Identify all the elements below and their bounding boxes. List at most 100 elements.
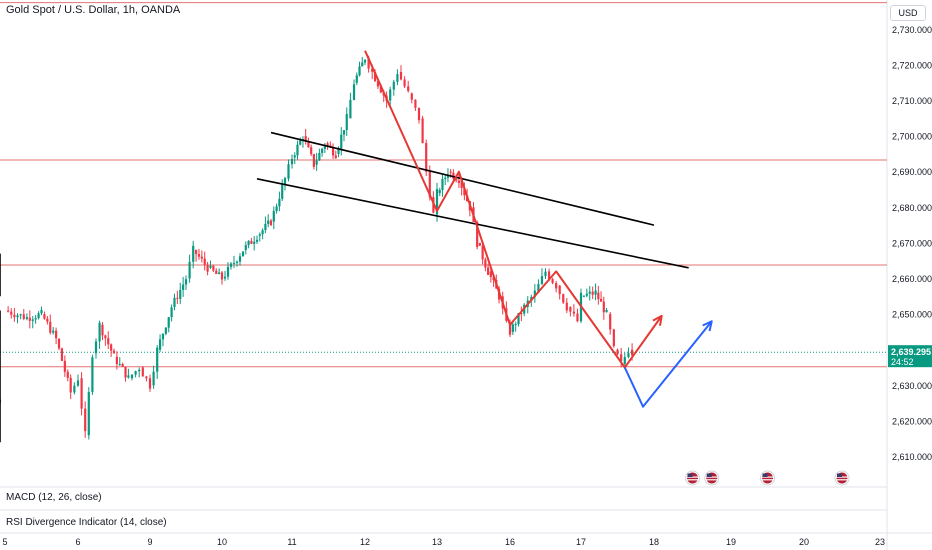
candle-body[interactable] (315, 160, 318, 165)
candle-body[interactable] (307, 141, 310, 148)
us-flag-event-icon[interactable] (704, 470, 720, 486)
candle-body[interactable] (167, 317, 170, 328)
candle-body[interactable] (156, 347, 159, 372)
candle-body[interactable] (481, 245, 484, 260)
candle-body[interactable] (349, 99, 352, 119)
candle-body[interactable] (52, 330, 55, 333)
candle-body[interactable] (267, 220, 270, 224)
candle-body[interactable] (489, 271, 492, 278)
candle-body[interactable] (508, 324, 512, 335)
candle-body[interactable] (597, 292, 600, 299)
candle-body[interactable] (241, 251, 245, 257)
candle-body[interactable] (283, 178, 287, 185)
candle-body[interactable] (455, 178, 458, 181)
currency-button[interactable]: USD (890, 5, 926, 21)
candle-body[interactable] (514, 324, 517, 326)
candle-body[interactable] (124, 366, 127, 378)
candle-body[interactable] (326, 143, 329, 146)
candle-body[interactable] (258, 234, 261, 236)
candle-body[interactable] (299, 140, 302, 145)
candle-body[interactable] (73, 385, 76, 393)
blue-projection-path[interactable] (623, 320, 713, 408)
candle-body[interactable] (91, 357, 94, 393)
candle-body[interactable] (318, 152, 321, 161)
candle-body[interactable] (540, 276, 544, 285)
candle-body[interactable] (7, 310, 10, 312)
candle-body[interactable] (331, 147, 335, 156)
candle-body[interactable] (555, 283, 558, 289)
candle-body[interactable] (599, 298, 603, 302)
candle-body[interactable] (407, 86, 410, 91)
candle-body[interactable] (192, 245, 195, 262)
candle-body[interactable] (179, 289, 182, 299)
candle-body[interactable] (463, 188, 466, 196)
candle-body[interactable] (28, 317, 31, 321)
candle-body[interactable] (358, 66, 361, 76)
candle-body[interactable] (49, 321, 52, 333)
candle-body[interactable] (612, 329, 615, 347)
candle-body[interactable] (19, 314, 22, 316)
candle-body[interactable] (605, 309, 608, 313)
candle-body[interactable] (63, 360, 66, 372)
candle-body[interactable] (421, 118, 424, 144)
candle-body[interactable] (594, 290, 597, 295)
candle-body[interactable] (94, 341, 98, 354)
candle-body[interactable] (376, 81, 380, 87)
candle-body[interactable] (321, 148, 324, 153)
candle-body[interactable] (250, 240, 253, 244)
candle-body[interactable] (293, 155, 296, 158)
candle-body[interactable] (572, 311, 575, 314)
us-flag-event-icon[interactable] (685, 470, 700, 486)
candle-body[interactable] (220, 272, 224, 280)
candle-body[interactable] (161, 333, 165, 340)
candle-body[interactable] (623, 357, 626, 364)
candle-body[interactable] (460, 178, 463, 189)
candle-body[interactable] (484, 259, 487, 268)
candle-body[interactable] (10, 311, 13, 315)
candle-body[interactable] (438, 190, 441, 194)
candle-body[interactable] (444, 177, 447, 179)
candle-body[interactable] (290, 158, 294, 165)
candle-body[interactable] (367, 57, 370, 69)
candle-body[interactable] (373, 72, 377, 82)
candle-body[interactable] (269, 220, 273, 226)
candle-body[interactable] (229, 263, 233, 267)
candle-body[interactable] (363, 59, 367, 63)
candle-body[interactable] (379, 86, 382, 93)
candle-body[interactable] (226, 266, 230, 277)
candle-body[interactable] (232, 262, 236, 264)
candle-body[interactable] (616, 349, 619, 355)
macd-indicator-label[interactable]: MACD (12, 26, close) (6, 492, 102, 503)
candle-body[interactable] (609, 314, 612, 330)
candle-body[interactable] (130, 374, 134, 379)
candle-body[interactable] (152, 371, 155, 386)
candle-body[interactable] (206, 264, 209, 272)
candle-body[interactable] (428, 171, 431, 198)
candle-body[interactable] (403, 79, 406, 87)
candle-body[interactable] (138, 369, 141, 372)
candle-body[interactable] (517, 313, 520, 325)
candle-body[interactable] (272, 211, 275, 222)
candle-body[interactable] (209, 265, 212, 268)
candle-body[interactable] (631, 349, 634, 356)
candle-body[interactable] (371, 68, 374, 72)
candle-body[interactable] (69, 377, 72, 393)
candle-body[interactable] (145, 376, 148, 379)
candle-body[interactable] (511, 324, 514, 332)
candle-body[interactable] (392, 81, 395, 90)
candle-body[interactable] (261, 230, 264, 235)
candle-body[interactable] (389, 89, 392, 101)
candle-body[interactable] (98, 322, 101, 342)
candle-body[interactable] (87, 392, 90, 436)
candle-body[interactable] (588, 291, 591, 294)
candle-body[interactable] (323, 144, 326, 149)
candle-body[interactable] (238, 256, 242, 262)
candle-body[interactable] (275, 206, 278, 212)
candle-body[interactable] (569, 306, 572, 312)
us-flag-event-icon[interactable] (834, 470, 850, 486)
candle-body[interactable] (449, 171, 452, 173)
candle-body[interactable] (40, 309, 43, 314)
candle-body[interactable] (355, 75, 358, 83)
candle-body[interactable] (60, 348, 64, 361)
